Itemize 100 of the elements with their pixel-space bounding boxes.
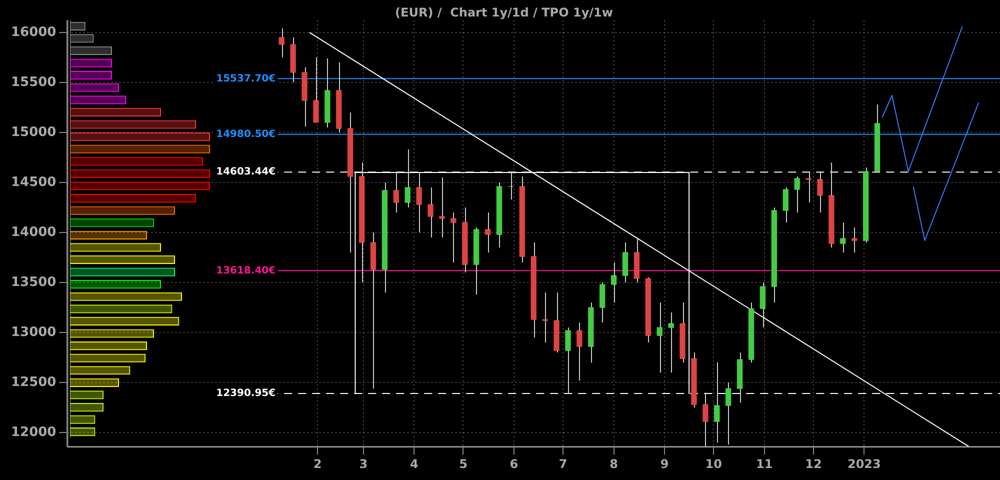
bar: [70, 206, 175, 215]
y-tick-label: 12500: [10, 374, 56, 390]
y-tick-label: 13500: [10, 274, 56, 290]
bar: [70, 366, 130, 375]
candlestick: [771, 206, 777, 304]
candlestick: [542, 292, 548, 344]
x-tick-label: 3: [359, 456, 368, 471]
bar: [70, 22, 86, 30]
candlestick: [680, 302, 686, 364]
bar: [70, 108, 161, 117]
candlestick: [554, 292, 560, 354]
bar: [70, 46, 112, 56]
candlestick: [428, 186, 434, 238]
candlestick: [496, 182, 502, 248]
candlestick: [600, 282, 606, 324]
x-tick-label: 7: [558, 456, 568, 471]
ref-line-label: 14603.44€: [216, 166, 276, 178]
y-tick-label: 12000: [10, 424, 56, 440]
candlestick: [576, 322, 582, 382]
y-tick-label: 13000: [10, 324, 56, 340]
candlestick: [450, 212, 456, 264]
ref-line-label: 13618.40€: [216, 265, 276, 276]
chart-title: (EUR) / Chart 1y/1d / TPO 1y/1w: [395, 5, 613, 20]
bar: [70, 58, 112, 68]
candlestick: [668, 312, 674, 374]
y-tick-label: 15500: [10, 74, 56, 90]
candlestick: [782, 186, 788, 223]
x-tick-label: 8: [610, 456, 618, 471]
ref-line-label: 12390.95€: [216, 388, 276, 400]
bar: [70, 34, 94, 43]
candlestick: [508, 172, 514, 200]
y-tick-label: 16000: [10, 24, 56, 40]
bar: [70, 292, 182, 301]
x-tick-label: 6: [510, 456, 518, 471]
bar: [70, 120, 196, 129]
x-tick-label: 10: [705, 456, 722, 471]
bar: [70, 243, 161, 252]
bar: [70, 144, 210, 154]
x-tick-label: 11: [756, 456, 773, 471]
candlestick: [393, 172, 399, 213]
candlestick: [806, 172, 812, 203]
x-tick-label: 2: [313, 456, 322, 471]
candlestick: [862, 166, 869, 244]
candlestick: [519, 176, 525, 264]
candlestick: [324, 58, 330, 128]
candlestick: [656, 302, 662, 374]
candlestick: [736, 352, 743, 404]
candlestick: [416, 172, 422, 233]
candlestick: [290, 36, 296, 83]
candlestick: [404, 148, 410, 208]
x-tick-label: 4: [410, 456, 418, 471]
bar: [70, 268, 175, 276]
bar: [70, 132, 210, 142]
y-tick-label: 15000: [10, 124, 56, 140]
candlestick: [358, 162, 365, 284]
bar: [70, 304, 172, 314]
candlestick: [462, 206, 468, 274]
y-tick-label: 14500: [10, 174, 56, 190]
candlestick: [726, 382, 732, 446]
bar: [70, 402, 104, 412]
candlestick: [691, 352, 697, 408]
bar: [70, 194, 196, 203]
bar: [70, 428, 96, 436]
bar: [70, 280, 161, 289]
x-tick-label: 12: [805, 456, 822, 471]
candlestick: [484, 212, 491, 254]
candlestick: [852, 226, 858, 254]
candlestick: [874, 104, 880, 173]
candlestick: [610, 262, 617, 304]
candlestick: [474, 226, 480, 296]
candlestick: [382, 182, 388, 294]
bar: [70, 341, 147, 350]
candlestick: [302, 66, 308, 127]
ref-line-label: 14980.50€: [216, 128, 276, 140]
x-tick-label: 2023: [847, 456, 881, 471]
bar: [70, 182, 210, 190]
bar: [70, 255, 175, 264]
candlestick: [336, 62, 342, 133]
candlestick: [817, 172, 823, 213]
candlestick: [565, 327, 571, 394]
bar: [70, 71, 112, 80]
bar: [70, 378, 119, 387]
candlestick: [840, 222, 846, 254]
bar: [70, 218, 154, 228]
candlestick: [748, 302, 754, 364]
bar: [70, 157, 203, 166]
candlestick: [794, 176, 800, 213]
bar: [70, 329, 154, 338]
bar: [70, 230, 147, 240]
bar: [70, 169, 210, 178]
ref-line-label: 15537.70€: [216, 73, 276, 84]
bar: [70, 96, 126, 104]
bar: [70, 390, 104, 400]
bar: [70, 316, 180, 326]
candlestick: [714, 362, 720, 444]
candlestick: [702, 392, 708, 448]
candlestick: [760, 282, 766, 328]
bar: [70, 83, 119, 92]
candlestick: [634, 237, 640, 284]
x-tick-label: 5: [459, 456, 468, 471]
